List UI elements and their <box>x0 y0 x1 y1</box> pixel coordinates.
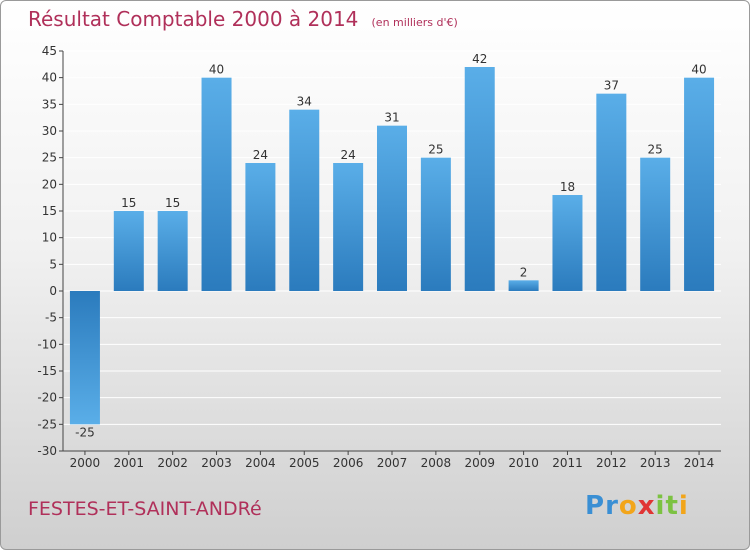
y-tick-label: 10 <box>42 231 57 245</box>
bar <box>157 211 188 291</box>
data-label: 15 <box>121 196 136 210</box>
y-tick-label: 5 <box>49 257 57 271</box>
bar <box>113 211 144 291</box>
y-tick-label: 45 <box>42 44 57 58</box>
x-tick-label: 2008 <box>421 456 452 470</box>
bar <box>377 125 407 292</box>
data-label: 25 <box>428 143 443 157</box>
data-label: 2 <box>520 265 528 279</box>
data-label: 18 <box>560 180 575 194</box>
bar <box>201 77 232 292</box>
proxiti-logo: Proxiti <box>585 491 689 521</box>
x-tick-label: 2007 <box>377 456 408 470</box>
y-tick-label: 15 <box>42 204 57 218</box>
bar <box>464 67 495 291</box>
y-tick-label: 35 <box>42 97 57 111</box>
x-tick-label: 2014 <box>684 456 715 470</box>
bar <box>684 77 715 292</box>
data-label: 24 <box>253 148 268 162</box>
data-label: 31 <box>384 111 399 125</box>
logo-letter: i <box>678 491 689 521</box>
bar <box>333 163 364 291</box>
bar <box>552 195 583 291</box>
x-tick-label: 2012 <box>596 456 627 470</box>
chart-subtitle: (en milliers d'€) <box>371 16 458 29</box>
data-label: 40 <box>691 63 706 77</box>
data-label: 24 <box>340 148 355 162</box>
bar <box>596 93 627 292</box>
data-label: -25 <box>75 425 95 439</box>
chart-title: Résultat Comptable 2000 à 2014 <box>28 7 359 31</box>
x-tick-label: 2004 <box>245 456 276 470</box>
commune-name: FESTES-ET-SAINT-ANDRé <box>28 498 262 520</box>
y-tick-label: -5 <box>45 311 57 325</box>
data-label: 15 <box>165 196 180 210</box>
y-tick-label: 0 <box>49 284 57 298</box>
x-tick-label: 2006 <box>333 456 364 470</box>
x-tick-label: 2005 <box>289 456 320 470</box>
y-tick-label: -10 <box>37 337 57 351</box>
x-tick-label: 2001 <box>114 456 145 470</box>
data-label: 25 <box>648 143 663 157</box>
x-tick-label: 2009 <box>464 456 495 470</box>
x-tick-label: 2011 <box>552 456 583 470</box>
logo-letter: P <box>585 491 606 521</box>
y-tick-label: -30 <box>37 444 57 458</box>
x-tick-label: 2010 <box>508 456 539 470</box>
data-label: 34 <box>297 95 312 109</box>
x-tick-label: 2013 <box>640 456 671 470</box>
logo-letter: i <box>655 491 666 521</box>
bar <box>640 157 671 291</box>
y-tick-label: -25 <box>37 417 57 431</box>
bar <box>289 109 320 292</box>
y-tick-label: 25 <box>42 151 57 165</box>
logo-letter: o <box>618 491 638 521</box>
x-tick-label: 2002 <box>157 456 188 470</box>
y-tick-label: 40 <box>42 71 57 85</box>
data-label: 37 <box>604 79 619 93</box>
y-tick-label: -20 <box>37 391 57 405</box>
logo-letter: x <box>637 491 656 521</box>
y-tick-label: -15 <box>37 364 57 378</box>
x-tick-label: 2000 <box>70 456 101 470</box>
x-tick-label: 2003 <box>201 456 232 470</box>
bar <box>508 280 539 291</box>
bar <box>245 163 276 291</box>
data-label: 42 <box>472 52 487 66</box>
y-tick-label: 30 <box>42 124 57 138</box>
logo-letter: t <box>665 491 679 521</box>
title-block: Résultat Comptable 2000 à 2014 (en milli… <box>28 7 458 31</box>
bar <box>420 157 451 291</box>
data-label: 40 <box>209 63 224 77</box>
y-tick-label: 20 <box>42 177 57 191</box>
logo-letter: r <box>605 491 619 521</box>
bar <box>69 291 100 425</box>
